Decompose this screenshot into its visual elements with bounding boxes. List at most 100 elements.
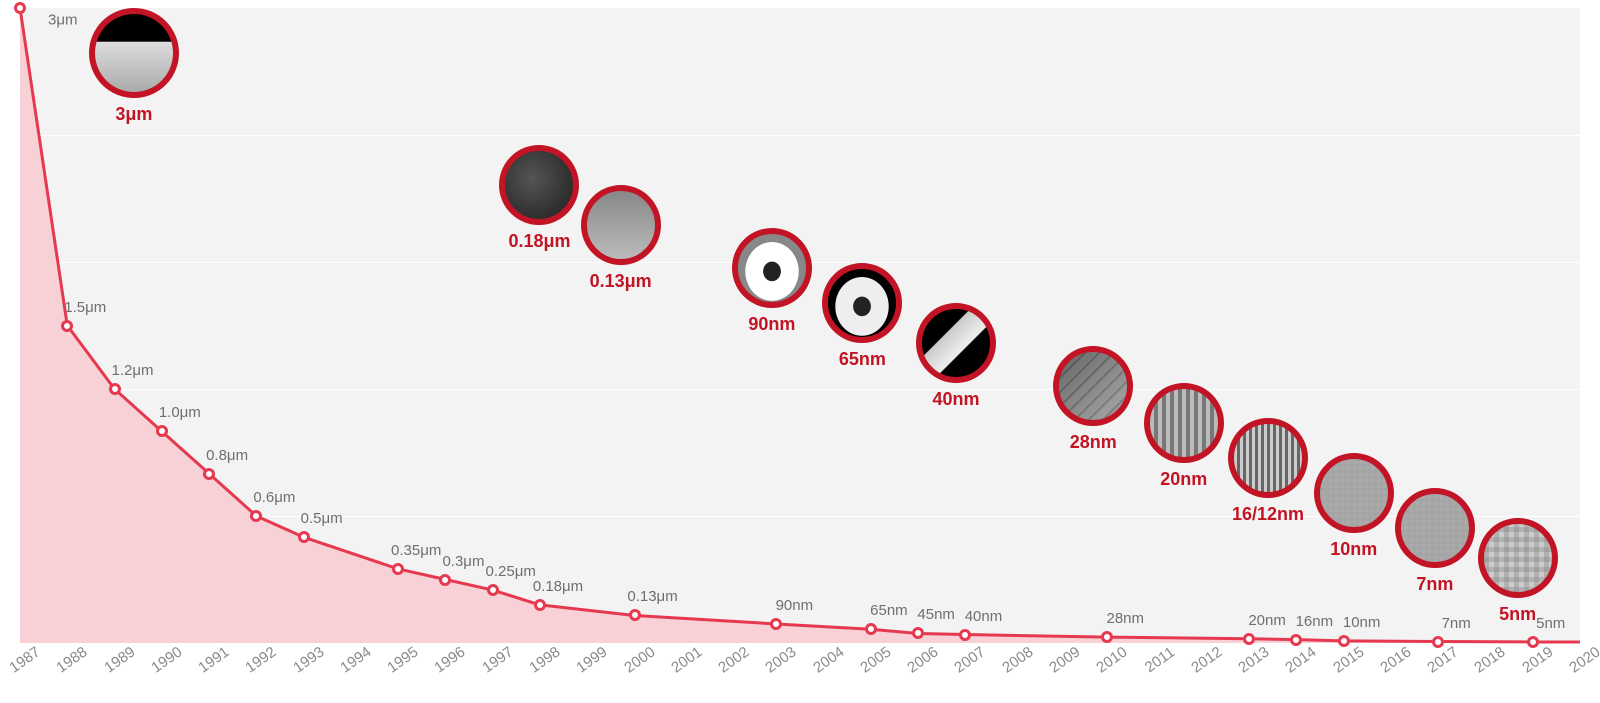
node-badge: 10nm (1314, 453, 1394, 560)
data-point-marker (439, 574, 451, 586)
data-point-label: 10nm (1343, 614, 1381, 631)
data-point-marker (61, 320, 73, 332)
process-node-timeline-chart: 1987198819891990199119921993199419951996… (0, 0, 1600, 703)
data-point-marker (298, 531, 310, 543)
x-tick-label: 2003 (763, 643, 800, 676)
x-tick-label: 2015 (1330, 643, 1367, 676)
node-badge-label: 0.13μm (581, 271, 661, 292)
node-badge-label: 10nm (1314, 539, 1394, 560)
x-tick-label: 2006 (905, 643, 942, 676)
node-badge: 16/12nm (1228, 418, 1308, 525)
x-tick-label: 1998 (526, 643, 563, 676)
data-point-label: 0.3μm (442, 553, 484, 570)
node-badge-image (89, 8, 179, 98)
data-point-label: 0.5μm (301, 510, 343, 527)
node-badge: 0.13μm (581, 185, 661, 292)
node-badge-label: 65nm (822, 349, 902, 370)
data-point-label: 7nm (1442, 615, 1471, 632)
data-point-marker (1101, 631, 1113, 643)
data-point-label: 0.8μm (206, 447, 248, 464)
x-tick-label: 2005 (857, 643, 894, 676)
x-tick-label: 1991 (195, 643, 232, 676)
x-tick-label: 2020 (1566, 643, 1600, 676)
data-point-label: 20nm (1248, 612, 1286, 629)
node-badge: 3μm (89, 8, 179, 125)
x-tick-label: 1995 (385, 643, 422, 676)
x-tick-label: 2010 (1094, 643, 1131, 676)
node-badge-label: 16/12nm (1228, 504, 1308, 525)
x-tick-label: 2007 (952, 643, 989, 676)
node-badge-image (1395, 488, 1475, 568)
node-badge-image (1314, 453, 1394, 533)
data-point-marker (14, 2, 26, 14)
data-point-label: 40nm (965, 608, 1003, 625)
node-badge-label: 7nm (1395, 574, 1475, 595)
data-point-label: 0.25μm (486, 563, 536, 580)
data-point-marker (1338, 635, 1350, 647)
node-badge: 0.18μm (499, 145, 579, 252)
data-point-marker (1527, 636, 1539, 648)
x-tick-label: 2002 (715, 643, 752, 676)
x-tick-label: 1989 (101, 643, 138, 676)
x-tick-label: 1999 (574, 643, 611, 676)
data-point-marker (156, 425, 168, 437)
x-tick-label: 2001 (668, 643, 705, 676)
node-badge-image (499, 145, 579, 225)
data-point-label: 90nm (776, 597, 814, 614)
data-point-marker (534, 599, 546, 611)
node-badge: 40nm (916, 303, 996, 410)
x-tick-label: 1992 (243, 643, 280, 676)
data-point-label: 28nm (1107, 610, 1145, 627)
node-badge: 20nm (1144, 383, 1224, 490)
node-badge-image (1228, 418, 1308, 498)
data-point-marker (203, 468, 215, 480)
x-tick-label: 2011 (1141, 644, 1177, 676)
x-tick-label: 2014 (1283, 643, 1320, 676)
data-point-marker (865, 623, 877, 635)
node-badge-label: 20nm (1144, 469, 1224, 490)
data-point-marker (1432, 636, 1444, 648)
data-point-label: 0.13μm (627, 588, 677, 605)
data-point-label: 65nm (870, 602, 908, 619)
x-tick-label: 2004 (810, 643, 847, 676)
data-point-label: 3μm (48, 12, 77, 29)
data-point-marker (959, 629, 971, 641)
x-tick-label: 1988 (54, 643, 91, 676)
x-tick-label: 2019 (1519, 643, 1556, 676)
x-tick-label: 2018 (1472, 643, 1509, 676)
x-tick-label: 2009 (1046, 643, 1083, 676)
x-tick-label: 1994 (337, 643, 374, 676)
data-point-marker (250, 510, 262, 522)
x-tick-label: 2016 (1377, 643, 1414, 676)
x-tick-label: 2008 (999, 643, 1036, 676)
node-badge-label: 3μm (89, 104, 179, 125)
node-badge-label: 40nm (916, 389, 996, 410)
data-point-marker (1290, 634, 1302, 646)
data-point-label: 45nm (917, 606, 955, 623)
node-badge: 90nm (732, 228, 812, 335)
node-badge: 28nm (1053, 346, 1133, 453)
x-tick-label: 2013 (1235, 643, 1272, 676)
data-point-label: 0.18μm (533, 578, 583, 595)
node-badge-label: 5nm (1478, 604, 1558, 625)
data-point-marker (770, 618, 782, 630)
data-point-label: 1.2μm (112, 362, 154, 379)
data-point-label: 0.6μm (253, 489, 295, 506)
data-point-marker (109, 383, 121, 395)
data-point-label: 1.0μm (159, 404, 201, 421)
x-tick-label: 1987 (6, 643, 43, 676)
data-point-marker (629, 609, 641, 621)
node-badge-image (1144, 383, 1224, 463)
data-point-label: 1.5μm (64, 299, 106, 316)
data-point-marker (912, 627, 924, 639)
data-point-label: 0.35μm (391, 542, 441, 559)
node-badge-label: 28nm (1053, 432, 1133, 453)
gridline (20, 135, 1580, 136)
node-badge-label: 0.18μm (499, 231, 579, 252)
data-point-marker (1243, 633, 1255, 645)
x-tick-label: 1997 (479, 643, 516, 676)
data-point-marker (392, 563, 404, 575)
data-point-label: 16nm (1296, 613, 1334, 630)
x-tick-label: 2000 (621, 643, 658, 676)
x-tick-label: 1990 (148, 643, 185, 676)
